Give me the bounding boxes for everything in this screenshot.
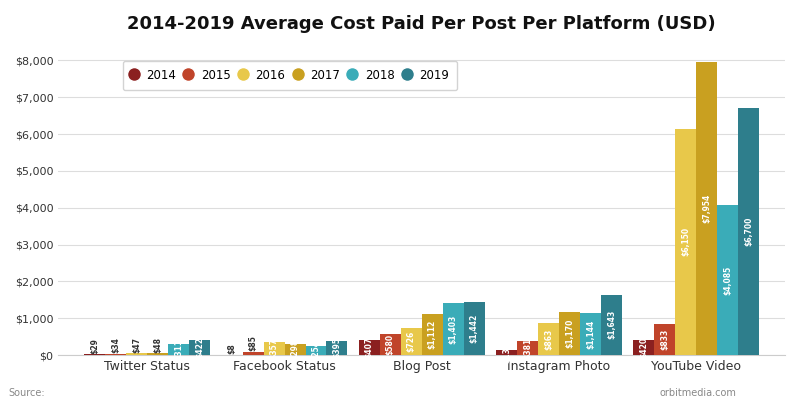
Bar	[517, 341, 538, 355]
Text: $1,112: $1,112	[428, 320, 437, 349]
Bar	[422, 314, 442, 355]
Text: $1,144: $1,144	[586, 320, 595, 349]
Text: $6,700: $6,700	[744, 217, 753, 246]
Text: $833: $833	[660, 329, 670, 350]
Text: $7,954: $7,954	[702, 194, 711, 223]
Bar	[675, 128, 696, 355]
Bar	[106, 354, 126, 355]
Text: $48: $48	[154, 337, 162, 353]
Text: $1,442: $1,442	[470, 314, 478, 343]
Text: $381: $381	[523, 338, 532, 359]
Text: $395: $395	[333, 337, 342, 358]
Bar	[285, 344, 306, 355]
Bar	[601, 295, 622, 355]
Bar	[442, 304, 464, 355]
Bar	[326, 340, 347, 355]
Text: $1,643: $1,643	[607, 310, 616, 340]
Text: $298: $298	[290, 339, 299, 360]
Bar	[84, 354, 106, 355]
Text: $726: $726	[406, 331, 416, 352]
Bar	[380, 334, 401, 355]
Bar	[464, 302, 485, 355]
Bar	[168, 344, 190, 355]
Bar	[559, 312, 580, 355]
Bar	[401, 328, 422, 355]
Text: $29: $29	[90, 338, 99, 354]
Text: $254: $254	[311, 340, 321, 361]
Bar	[738, 108, 759, 355]
Text: $47: $47	[132, 337, 142, 353]
Text: $311: $311	[174, 339, 183, 360]
Text: Source:: Source:	[8, 388, 45, 398]
Text: $1,170: $1,170	[565, 319, 574, 348]
Bar	[654, 324, 675, 355]
Text: $34: $34	[111, 338, 120, 353]
Bar	[696, 62, 717, 355]
Bar	[147, 353, 168, 355]
Text: $8: $8	[227, 344, 237, 354]
Text: $4,085: $4,085	[723, 265, 732, 294]
Text: $85: $85	[249, 336, 258, 352]
Text: $357: $357	[270, 338, 278, 359]
Text: $863: $863	[544, 329, 553, 350]
Text: $1,403: $1,403	[449, 315, 458, 344]
Bar	[358, 340, 380, 355]
Text: $420: $420	[639, 337, 648, 358]
Bar	[496, 350, 517, 355]
Bar	[263, 342, 285, 355]
Text: $407: $407	[365, 337, 374, 358]
Bar	[580, 313, 601, 355]
Legend: 2014, 2015, 2016, 2017, 2018, 2019: 2014, 2015, 2016, 2017, 2018, 2019	[122, 61, 458, 90]
Bar	[126, 354, 147, 355]
Text: orbitmedia.com: orbitmedia.com	[659, 388, 736, 398]
Text: $6,150: $6,150	[682, 227, 690, 256]
Bar	[242, 352, 263, 355]
Title: 2014-2019 Average Cost Paid Per Post Per Platform (USD): 2014-2019 Average Cost Paid Per Post Per…	[127, 15, 716, 33]
Bar	[306, 346, 326, 355]
Bar	[538, 323, 559, 355]
Bar	[717, 205, 738, 355]
Bar	[634, 340, 654, 355]
Text: $580: $580	[386, 334, 394, 355]
Text: $134: $134	[502, 342, 511, 363]
Bar	[190, 340, 210, 355]
Text: $422: $422	[195, 337, 204, 358]
